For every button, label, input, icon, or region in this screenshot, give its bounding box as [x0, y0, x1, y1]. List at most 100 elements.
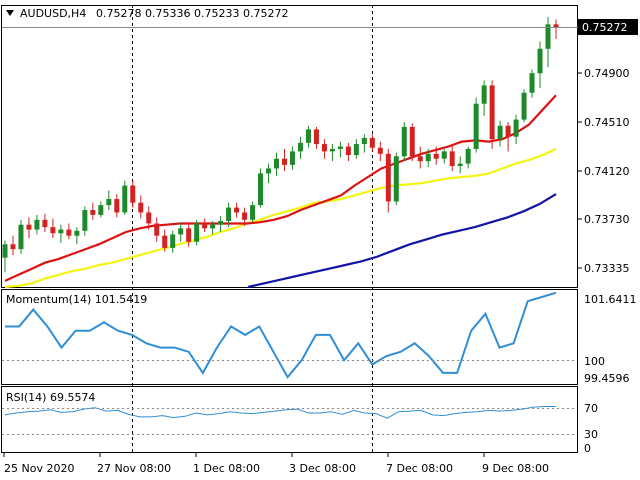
candle-body	[361, 137, 367, 145]
ma-slow-line	[247, 193, 557, 289]
candle-body	[2, 244, 8, 258]
momentum-pane[interactable]	[1, 289, 578, 385]
price-tick: 0.74900	[584, 67, 630, 80]
candle-body	[537, 48, 543, 74]
candle-body	[42, 219, 48, 228]
candle-body	[369, 137, 375, 148]
candle-body	[18, 224, 24, 250]
ohlc-readout: 0.75278 0.75336 0.75233 0.75272	[96, 7, 288, 20]
price-tick: 0.73730	[584, 213, 630, 226]
rsi-label: RSI(14) 69.5574	[6, 391, 95, 404]
candle-body	[321, 144, 327, 152]
price-tick: 0.74120	[584, 165, 630, 178]
time-tick: 9 Dec 08:00	[482, 462, 549, 475]
candle-body	[194, 223, 200, 242]
candle-body	[281, 158, 287, 165]
candles	[2, 16, 559, 273]
candle-body	[10, 244, 16, 250]
ma-fast-line	[4, 94, 557, 282]
candle-body	[226, 207, 232, 222]
price-tick: 0.74510	[584, 116, 630, 129]
ma-mid-line	[4, 147, 557, 289]
candle-body	[258, 173, 264, 206]
candle-body	[34, 219, 40, 230]
candle-body	[449, 151, 455, 167]
rsi-tick-30: 30	[584, 428, 598, 441]
momentum-series	[5, 291, 557, 379]
candle-body	[385, 153, 391, 202]
price-tick: 0.73335	[584, 262, 630, 275]
candle-body	[433, 153, 439, 159]
candle-body	[401, 126, 407, 157]
candle-body	[521, 92, 527, 120]
candle-body	[457, 163, 463, 167]
time-axis[interactable]: 25 Nov 2020 27 Nov 08:00 1 Dec 08:00 3 D…	[3, 453, 549, 475]
time-tick: 25 Nov 2020	[4, 462, 74, 475]
candle-body	[425, 153, 431, 162]
candle-body	[146, 212, 152, 224]
candle-body	[289, 151, 295, 165]
symbol-label: AUDUSD,H4	[20, 7, 86, 20]
time-tick: 3 Dec 08:00	[289, 462, 356, 475]
price-axis[interactable]: 0.74900 0.74510 0.74120 0.73730 0.73335	[578, 67, 630, 275]
time-tick: 7 Dec 08:00	[386, 462, 453, 475]
candle-body	[417, 156, 423, 162]
candle-body	[545, 24, 551, 49]
rsi-series	[4, 406, 556, 419]
current-price-tag	[578, 19, 638, 35]
candle-body	[266, 168, 272, 174]
momentum-label: Momentum(14) 101.5419	[6, 293, 147, 306]
candle-body	[313, 129, 319, 145]
candle-body	[106, 199, 112, 206]
candle-body	[345, 146, 351, 156]
collapse-triangle-icon[interactable]	[6, 10, 14, 16]
time-tick: 1 Dec 08:00	[193, 462, 260, 475]
candle-body	[218, 221, 224, 225]
rsi-line	[4, 406, 556, 419]
candle-body	[441, 151, 447, 159]
candle-body	[529, 73, 535, 93]
candle-body	[162, 235, 168, 248]
candle-body	[50, 227, 56, 234]
candle-body	[186, 228, 192, 242]
candle-body	[122, 185, 128, 213]
current-price-label: 0.75272	[582, 21, 628, 34]
price-pane[interactable]	[1, 5, 578, 288]
candle-body	[337, 146, 343, 149]
candle-body	[377, 147, 383, 154]
candle-body	[234, 207, 240, 213]
candle-body	[26, 224, 32, 230]
candle-body	[250, 205, 256, 220]
rsi-pane[interactable]	[1, 386, 578, 453]
candle-body	[553, 24, 559, 28]
candle-body	[210, 224, 216, 229]
candle-body	[58, 229, 64, 234]
momentum-tick-top: 101.6411	[584, 293, 637, 306]
momentum-tick-mid: 100	[584, 355, 605, 368]
candle-body	[505, 125, 511, 137]
rsi-tick-0: 0	[584, 442, 591, 455]
rsi-tick-70: 70	[584, 402, 598, 415]
candle-body	[274, 158, 280, 169]
candle-body	[74, 230, 80, 236]
candle-body	[170, 234, 176, 248]
candle-body	[353, 144, 359, 156]
candle-body	[489, 85, 495, 140]
candle-body	[297, 142, 303, 152]
candle-body	[305, 129, 311, 143]
candle-body	[178, 228, 184, 235]
candle-body	[114, 199, 120, 213]
candle-body	[66, 229, 72, 236]
candle-body	[130, 185, 136, 203]
candle-body	[473, 103, 479, 149]
candle-body	[481, 85, 487, 104]
candle-body	[82, 210, 88, 231]
candle-body	[138, 202, 144, 213]
candle-body	[393, 156, 399, 202]
time-tick: 27 Nov 08:00	[97, 462, 171, 475]
candle-body	[513, 119, 519, 137]
candle-body	[329, 148, 335, 152]
moving-averages	[4, 94, 557, 289]
